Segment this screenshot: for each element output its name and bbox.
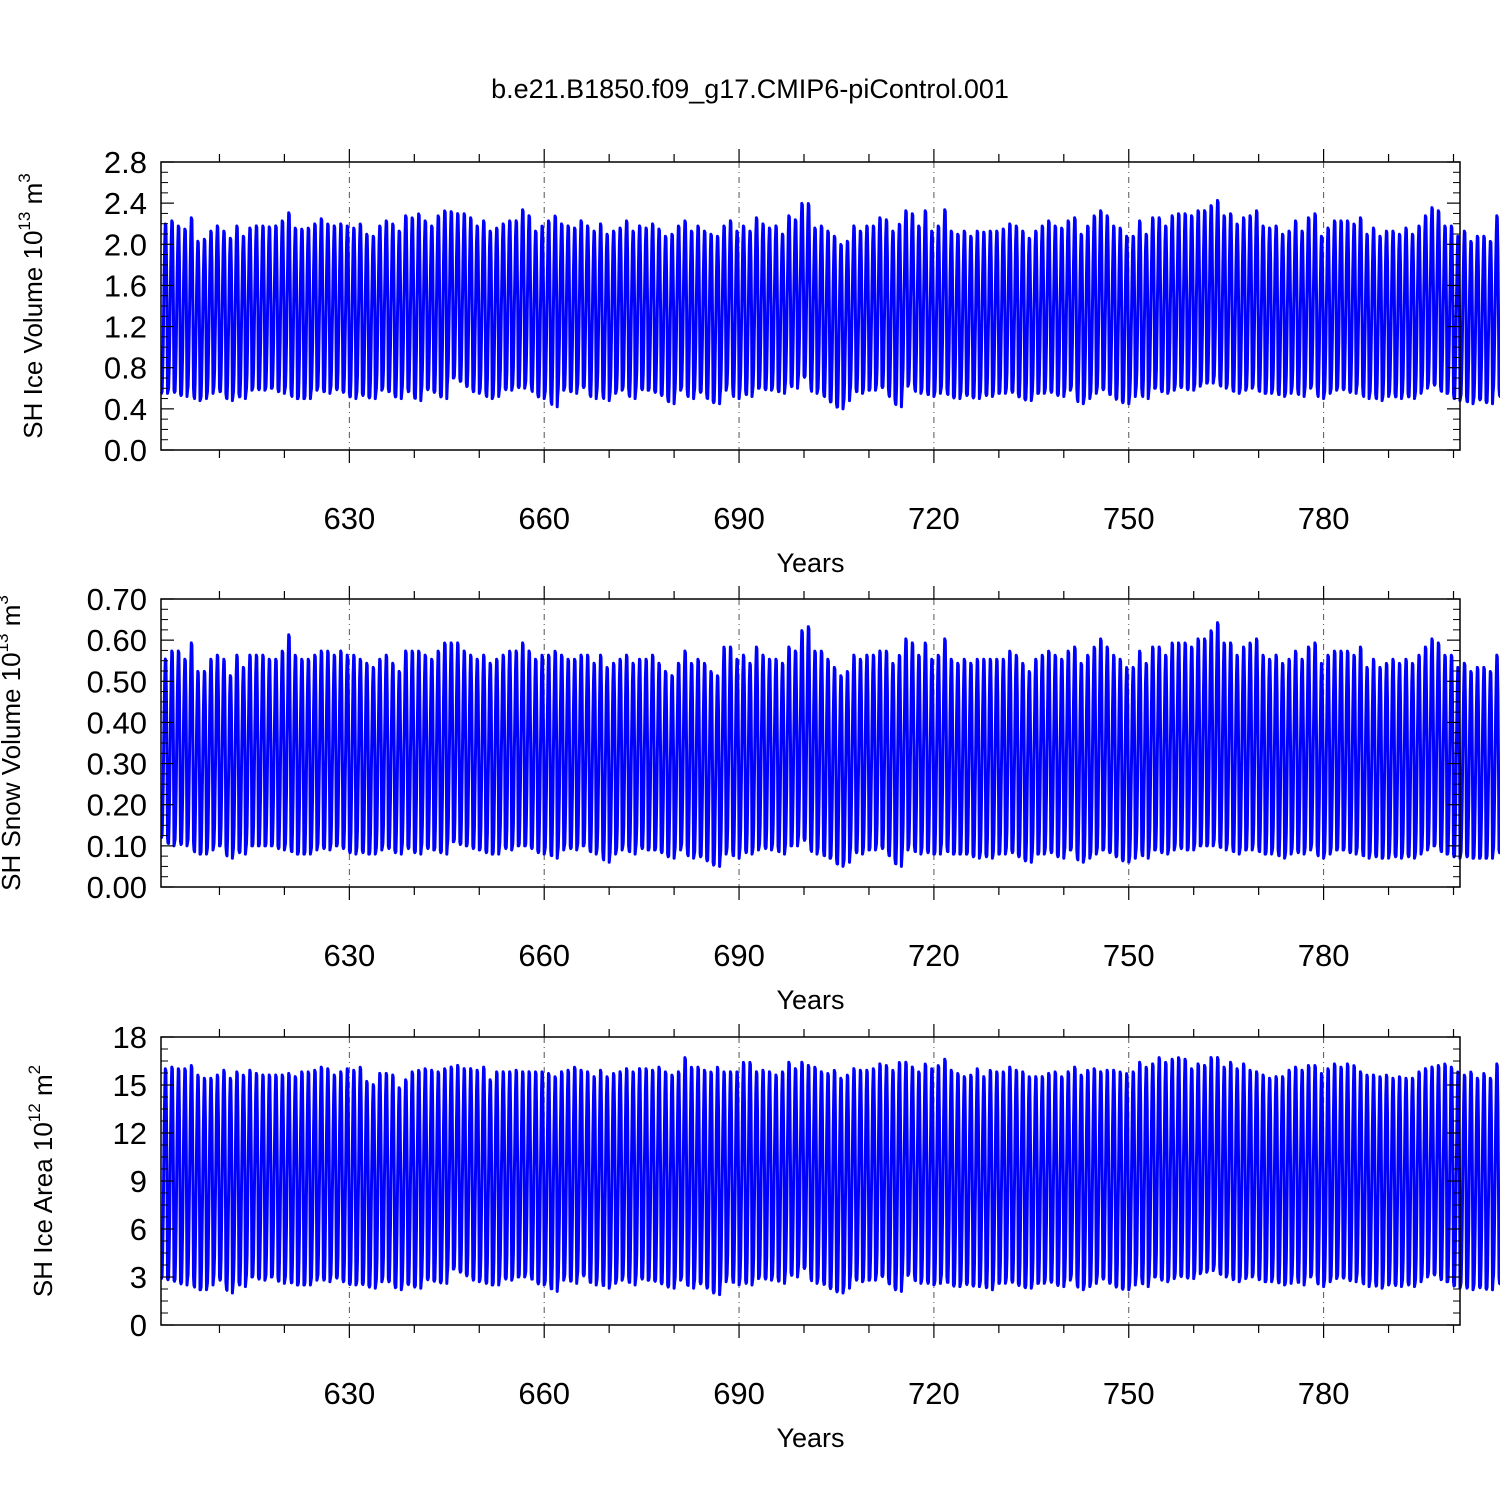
ice-area-series-line [160,1056,1500,1297]
figure-title: b.e21.B1850.f09_g17.CMIP6-piControl.001 [491,74,1009,104]
ice-area-y-tick-label: 3 [130,1260,147,1295]
ice-area-y-axis-label-unit-exponent: 2 [25,1065,44,1074]
snow-volume-y-tick-label: 0.00 [87,870,147,905]
ice-area-x-tick-label: 660 [518,1376,570,1411]
ice-volume-y-axis-label-text: SH Ice Volume 10 [18,231,48,439]
ice-area-y-tick-label: 6 [130,1212,147,1247]
ice-volume-y-tick-label: 2.8 [104,145,147,180]
ice-area-y-tick-label: 18 [113,1020,147,1055]
ice-area-y-axis-label-exponent: 12 [25,1103,44,1122]
ice-volume-y-axis-label-unit: m [18,183,48,212]
ice-volume-y-tick-label: 2.0 [104,227,147,262]
ice-volume-y-axis-label: SH Ice Volume 1013 m3 [15,173,48,438]
ice-area-y-tick-label: 12 [113,1116,147,1151]
ice-area-x-tick-label: 750 [1103,1376,1155,1411]
ice-volume-y-tick-label: 1.6 [104,268,147,303]
ice-volume-x-axis-label: Years [776,548,844,578]
snow-volume-y-axis-label-unit: m [0,605,26,634]
snow-volume-y-tick-label: 0.20 [87,788,147,823]
ice-area-y-tick-label: 0 [130,1308,147,1343]
snow-volume-y-axis-label-text: SH Snow Volume 10 [0,652,26,890]
ice-area-x-tick-label: 720 [908,1376,960,1411]
ice-area-x-axis-label: Years [776,1423,844,1453]
ice-volume-y-tick-label: 0.4 [104,392,147,427]
ice-area-x-tick-label: 630 [323,1376,375,1411]
ice-volume-y-axis-label-unit-exponent: 3 [15,173,34,182]
snow-volume-x-axis-label: Years [776,985,844,1015]
snow-volume-y-axis-label: SH Snow Volume 1013 m3 [0,595,26,891]
snow-volume-y-tick-label: 0.60 [87,623,147,658]
ice-volume-x-tick-label: 720 [908,501,960,536]
snow-volume-x-tick-label: 780 [1298,938,1350,973]
panel-ice-area: 0 3 6 9 12 15 18 630 660 690 720 750 780 Years SH Ice … [25,1020,1500,1453]
ice-area-y-tick-label: 9 [130,1164,147,1199]
ice-volume-x-tick-label: 660 [518,501,570,536]
ice-volume-y-tick-label: 0.8 [104,351,147,386]
panel-ice-volume: 0.0 0.4 0.8 1.2 1.6 2.0 2.4 2.8 630 660 690 720 750 7… [15,145,1500,578]
ice-area-x-tick-label: 780 [1298,1376,1350,1411]
snow-volume-x-tick-label: 720 [908,938,960,973]
snow-volume-y-tick-label: 0.40 [87,705,147,740]
ice-volume-y-tick-label: 1.2 [104,310,147,345]
panel-snow-volume: 0.00 0.10 0.20 0.30 0.40 0.50 0.60 0.70 630 660 69… [0,582,1500,1015]
snow-volume-x-tick-label: 630 [323,938,375,973]
snow-volume-y-tick-label: 0.30 [87,747,147,782]
ice-volume-y-tick-label: 0.0 [104,433,147,468]
ice-area-y-tick-label: 15 [113,1068,147,1103]
ice-volume-y-axis-label-exponent: 13 [15,212,34,231]
snow-volume-series-line [160,621,1500,868]
snow-volume-x-tick-label: 660 [518,938,570,973]
ice-volume-y-tick-label: 2.4 [104,186,147,221]
snow-volume-y-tick-label: 0.10 [87,829,147,864]
ice-volume-x-tick-label: 750 [1103,501,1155,536]
snow-volume-y-tick-label: 0.70 [87,582,147,617]
snow-volume-x-tick-label: 750 [1103,938,1155,973]
ice-volume-series-line [160,198,1500,411]
ice-volume-x-tick-label: 690 [713,501,765,536]
ice-area-y-axis-label-unit: m [28,1074,58,1103]
ice-area-x-tick-label: 690 [713,1376,765,1411]
snow-volume-x-tick-label: 690 [713,938,765,973]
ice-volume-x-tick-label: 780 [1298,501,1350,536]
ice-area-y-axis-label: SH Ice Area 1012 m2 [25,1065,58,1297]
ice-volume-x-tick-label: 630 [323,501,375,536]
snow-volume-y-axis-label-unit-exponent: 3 [0,595,12,604]
snow-volume-y-tick-label: 0.50 [87,664,147,699]
snow-volume-y-axis-label-exponent: 13 [0,633,12,652]
ice-area-y-axis-label-text: SH Ice Area 10 [28,1122,58,1297]
